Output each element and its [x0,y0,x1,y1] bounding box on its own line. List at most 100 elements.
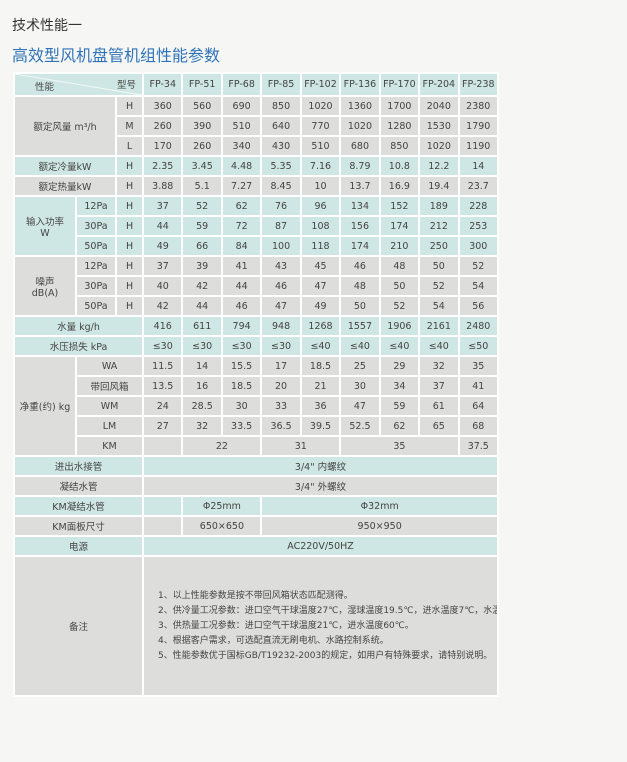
value-cell: 1190 [457,135,500,157]
net-weight-row: 带回风箱 13.5 16 18.5 20 21 30 34 37 41 [14,375,500,397]
value-cell: ≤30 [260,335,302,357]
cooling-row: 额定冷量kW H 2.35 3.45 4.48 5.35 7.16 8.79 10.8 12.2 1… [13,155,500,177]
value-cell: 64 [457,395,500,417]
value-cell: 43 [260,255,302,277]
value-cell: 50 [339,295,381,317]
value-cell: 948 [260,315,302,337]
value-cell: 430 [260,135,302,157]
value-cell: 96 [299,195,342,217]
value-cell: 61 [418,395,460,417]
value-cell: 15.5 [220,355,263,377]
water_pressure_drop-row: 水压损失 kPa ≤30 ≤30 ≤30 ≤30 ≤40 ≤40 ≤40 ≤40 ≤50 [12,335,500,357]
value-cell: 52 [457,255,500,277]
header-corner-cell: 性能 型号 [12,72,145,97]
value-cell: 24 [142,395,184,417]
value-cell: 2040 [418,95,460,117]
value-cell: 62 [220,195,263,217]
value-cell: 16.9 [378,175,421,197]
value-cell: 68 [457,415,500,437]
type-cell: LM [74,415,145,437]
pressure-cell: 30Pa [75,215,117,237]
performance-label: 性能 [35,82,55,93]
value-cell: 170 [142,135,184,157]
value-cell: AC220V/50HZ [142,535,499,557]
airflow-row: M 260 390 510 640 770 1020 1280 1530 1790 [14,115,500,137]
row-label: 额定热量kW [13,175,117,197]
value-cell: 46 [220,295,263,317]
value-cell: 41 [457,375,500,397]
input_power-row: 输入功率 W 12Pa H 37 52 62 76 96 134 152 189 228 [13,195,500,257]
value-cell: 152 [378,195,421,217]
value-cell: 390 [181,115,223,137]
model-header: FP-102 [299,72,342,97]
model-header: FP-51 [181,72,223,97]
water_flow-row: 水量 kg/h 416 611 794 948 1268 1557 1906 2161 2480 [12,315,500,337]
value-cell: 2161 [418,315,460,337]
value-cell: 950×950 [260,515,499,537]
row-label: 净重(约) kg [13,355,77,457]
speed-cell: H [114,155,145,177]
row-label: 水量 kg/h [12,315,145,337]
value-cell: 56 [457,295,500,317]
value-cell: 14 [181,355,223,377]
value-cell: 47 [299,275,342,297]
row-label: 额定风量 m³/h [13,95,117,157]
value-cell: 46 [339,255,381,277]
value-cell: 87 [260,215,302,237]
value-cell: 41 [220,255,263,277]
value-cell: 54 [418,295,460,317]
type-cell: KM [74,435,145,457]
value-cell: 37 [142,195,184,217]
value-cell: ≤40 [339,335,381,357]
value-cell: 7.16 [299,155,342,177]
value-cell: 134 [339,195,381,217]
pressure-cell: 50Pa [75,235,117,257]
unit-text: W [40,227,50,239]
pressure-cell: 12Pa [75,195,117,217]
value-cell: 18.5 [220,375,263,397]
airflow-row: L 170 260 340 430 510 680 850 1020 1190 [14,135,500,157]
value-cell: 1268 [299,315,342,337]
value-cell: 44 [142,215,184,237]
value-cell: 19.4 [418,175,460,197]
value-cell: 690 [220,95,263,117]
model-header: FP-204 [418,72,460,97]
type-cell: WM [74,395,145,417]
net-weight-row: LM 27 32 33.5 36.5 39.5 52.5 62 65 68 [14,415,500,437]
value-cell: 7.27 [220,175,263,197]
pressure-cell: 30Pa [75,275,117,297]
value-cell: 510 [220,115,263,137]
value-cell: 13.7 [339,175,381,197]
value-cell: 47 [339,395,381,417]
value-cell: 37 [142,255,184,277]
value-cell: 47 [260,295,302,317]
value-cell: 18.5 [299,355,342,377]
remarks-row: 备注 1、以上性能参数是按不带回风箱状态匹配测得。 2、供冷量工况参数：进口空气干球… [12,555,499,697]
model-header: FP-34 [142,72,184,97]
value-cell: 650×650 [181,515,263,537]
value-cell: 3/4" 内螺纹 [142,455,499,477]
value-cell: 8.45 [260,175,302,197]
header-row: 性能 型号 FP-34 FP-51 FP-68 FP-85 FP-102 FP-136 FP-1… [12,72,500,97]
value-cell: 32 [418,355,460,377]
speed-cell: H [114,195,145,217]
value-cell: 174 [378,215,421,237]
value-cell: 210 [378,235,421,257]
value-cell: 35 [339,435,460,457]
value-cell: 32 [181,415,223,437]
section-heading: 技术性能一 [12,18,82,34]
value-cell: 16 [181,375,223,397]
value-cell: 42 [181,275,223,297]
heating-row: 额定热量kW H 3.88 5.1 7.27 8.45 10 13.7 16.9 19.4 23.7 [13,175,500,197]
value-cell: 1700 [378,95,421,117]
value-cell: 228 [457,195,500,217]
pressure-cell: 50Pa [75,295,117,317]
value-cell: 48 [339,275,381,297]
speed-cell: L [114,135,145,157]
value-cell: 5.1 [181,175,223,197]
noise-row: 50Pa H 42 44 46 47 49 50 52 54 56 [14,295,500,317]
value-cell: 416 [142,315,184,337]
value-cell: 2480 [457,315,500,337]
value-cell: 5.35 [260,155,302,177]
remark-note: 3、供热量工况参数：进口空气干球温度21℃，进水温度60℃。 [158,620,414,631]
